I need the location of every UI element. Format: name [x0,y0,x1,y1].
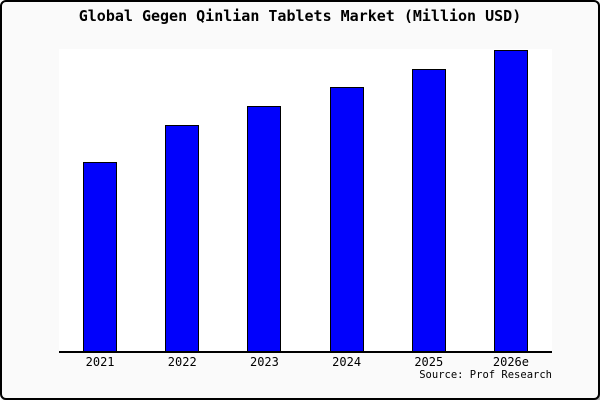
bar-2023 [247,106,282,351]
x-axis-label-2026e: 2026e [492,355,529,369]
source-credit: Source: Prof Research [419,369,552,381]
chart-title: Global Gegen Qinlian Tablets Market (Mil… [78,7,522,25]
x-axis-label-2021: 2021 [85,355,115,369]
bar-slot [59,49,141,351]
bar-slot [223,49,305,351]
x-axis-label-2025: 2025 [414,355,444,369]
bar-slot [470,49,552,351]
plot-area [59,49,552,353]
x-axis-label-2023: 2023 [249,355,279,369]
bar-2022 [165,125,200,351]
bar-2021 [83,162,118,351]
bar-slot [306,49,388,351]
x-axis-label-2024: 2024 [332,355,362,369]
bar-slot [141,49,223,351]
bar-2024 [329,87,364,351]
bar-2025 [411,69,446,351]
x-axis-label-2022: 2022 [167,355,197,369]
bar-slot [388,49,470,351]
bars-container [59,49,552,351]
bar-2026e [493,50,528,351]
x-axis-labels: 2021 2022 2023 2024 2025 2026e [59,355,552,369]
